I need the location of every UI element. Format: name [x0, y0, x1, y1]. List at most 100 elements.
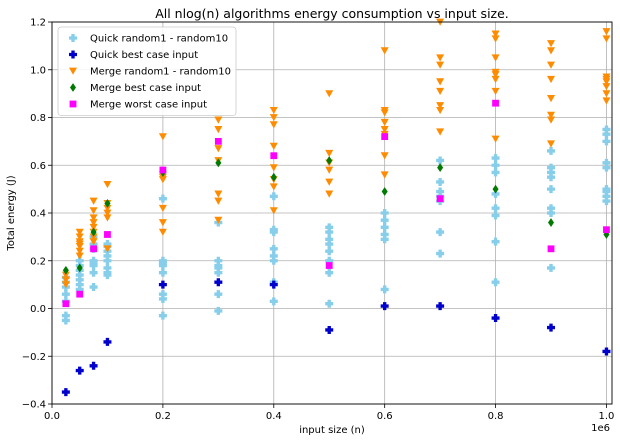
y-tick-label: 0.6	[30, 161, 46, 172]
data-point	[380, 47, 389, 55]
data-point	[492, 99, 499, 107]
data-point	[325, 166, 334, 174]
data-point	[75, 366, 84, 375]
y-axis-label: Total energy (J)	[6, 175, 17, 251]
data-point	[103, 209, 112, 217]
data-point	[380, 118, 389, 127]
data-point	[436, 177, 445, 186]
data-point	[158, 290, 167, 299]
data-point	[61, 388, 70, 397]
legend-marker	[69, 67, 77, 75]
legend-label: Quick best case input	[90, 50, 198, 61]
data-point	[158, 219, 167, 227]
data-point	[61, 276, 70, 284]
data-point	[76, 263, 83, 273]
data-point	[602, 192, 611, 201]
data-point	[491, 168, 500, 177]
data-point	[103, 268, 112, 277]
data-point	[325, 178, 334, 186]
data-point	[547, 245, 555, 253]
legend-label: Merge random1 - random10	[90, 67, 231, 78]
data-point	[380, 216, 389, 225]
x-axis-offset-label: 1e6	[591, 423, 610, 434]
data-point	[436, 106, 445, 115]
data-point	[603, 226, 610, 234]
data-point	[380, 126, 389, 134]
data-point	[380, 106, 389, 115]
data-point	[214, 268, 223, 277]
data-point	[380, 302, 389, 311]
data-point	[325, 90, 334, 98]
data-point	[326, 156, 333, 165]
legend-label: Merge best case input	[90, 83, 201, 94]
data-point	[325, 325, 334, 334]
data-point	[436, 128, 445, 136]
data-point	[548, 218, 555, 227]
data-point	[75, 271, 84, 280]
data-point	[602, 137, 611, 146]
series-group-2	[61, 18, 611, 289]
y-tick-label: 0.8	[30, 113, 46, 124]
data-point	[269, 280, 278, 289]
data-point	[159, 166, 167, 174]
data-point	[89, 214, 98, 222]
data-point	[491, 54, 500, 62]
data-point	[61, 311, 70, 320]
data-point	[269, 142, 278, 150]
data-point	[75, 256, 84, 265]
data-point	[270, 152, 278, 160]
y-tick-label: −0.4	[22, 400, 46, 411]
data-point	[602, 28, 611, 36]
data-point	[602, 90, 611, 98]
data-point	[602, 197, 611, 206]
data-point	[90, 227, 97, 237]
legend-box	[57, 26, 237, 116]
data-points	[61, 18, 611, 397]
data-point	[547, 140, 556, 148]
data-point	[491, 135, 500, 143]
data-point	[491, 189, 500, 198]
data-point	[325, 262, 333, 269]
data-point	[325, 299, 334, 308]
data-point	[325, 228, 334, 237]
data-point	[103, 214, 112, 222]
data-point	[158, 194, 167, 203]
data-point	[214, 197, 223, 205]
data-point	[214, 116, 223, 124]
data-point	[547, 95, 556, 103]
data-point	[89, 238, 98, 246]
data-point	[269, 244, 278, 253]
series-group-4	[62, 99, 610, 308]
data-point	[436, 302, 445, 311]
data-point	[269, 183, 278, 191]
data-point	[491, 30, 500, 38]
x-tick-label: 0.2	[155, 411, 171, 422]
data-point	[547, 173, 556, 182]
data-point	[269, 251, 278, 260]
data-point	[547, 40, 556, 48]
data-point	[547, 185, 556, 194]
data-point	[269, 297, 278, 306]
data-point	[491, 161, 500, 170]
data-point	[269, 164, 278, 172]
data-point	[547, 75, 556, 84]
data-point	[214, 290, 223, 299]
data-point	[603, 230, 610, 239]
data-point	[547, 323, 556, 332]
y-tick-label: 1.2	[30, 18, 46, 29]
data-point	[269, 256, 278, 265]
data-point	[436, 228, 445, 237]
data-point	[380, 223, 389, 232]
data-point	[380, 285, 389, 294]
data-point	[325, 223, 334, 232]
data-point	[214, 306, 223, 315]
data-point	[437, 163, 444, 173]
data-point	[104, 231, 111, 238]
data-point	[158, 228, 167, 236]
legend-marker	[70, 83, 76, 92]
data-point	[436, 61, 445, 69]
data-point	[491, 68, 500, 76]
chart-title: All nlog(n) algorithms energy consumptio…	[155, 6, 509, 21]
data-point	[547, 61, 556, 69]
data-point	[325, 268, 334, 277]
